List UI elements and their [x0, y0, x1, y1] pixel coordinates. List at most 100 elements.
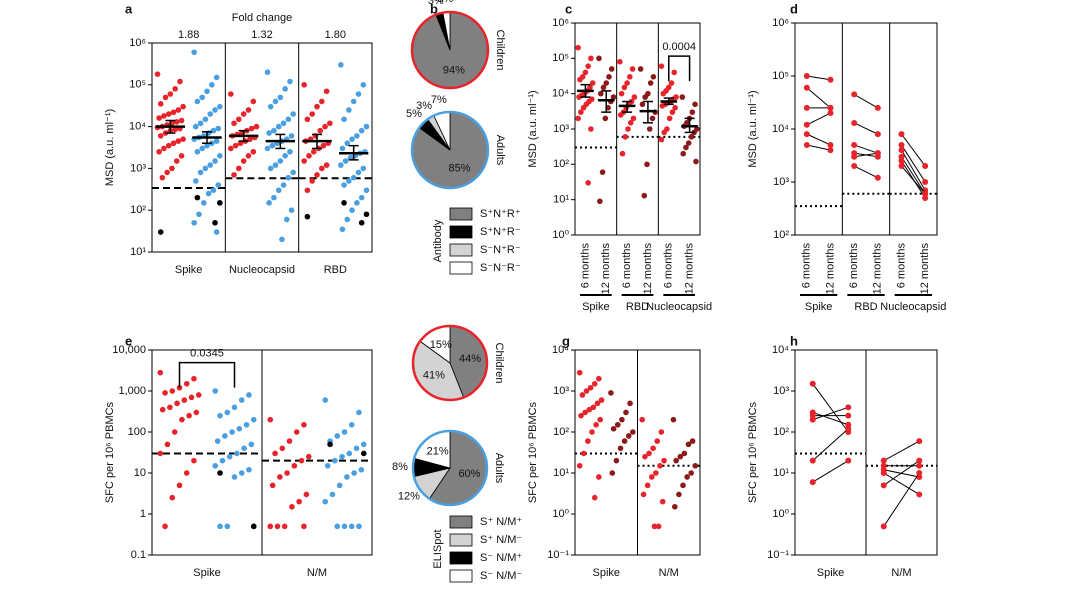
- data-point: [186, 412, 192, 419]
- pair-line: [812, 411, 849, 426]
- data-point: [301, 523, 307, 530]
- pair-line: [883, 460, 920, 486]
- x-tick-label: 6 months: [895, 243, 907, 289]
- pair-line: [901, 165, 926, 195]
- data-point: [205, 190, 212, 197]
- pair-line: [853, 122, 879, 135]
- data-point: [874, 104, 881, 111]
- data-point: [608, 66, 615, 72]
- x-tick-label: 12 months: [824, 243, 836, 295]
- data-point: [587, 384, 594, 391]
- data-point: [650, 445, 656, 452]
- data-point: [306, 153, 312, 159]
- data-point: [646, 450, 652, 457]
- data-point: [363, 123, 370, 130]
- header: Fold change: [232, 12, 293, 24]
- group-label: Nucleocapsid: [646, 301, 712, 313]
- data-point: [285, 116, 292, 123]
- data-point: [629, 66, 636, 72]
- data-point: [301, 421, 307, 428]
- data-point: [197, 169, 204, 176]
- data-point: [243, 421, 250, 428]
- data-point: [644, 482, 651, 489]
- data-point: [200, 200, 207, 206]
- fold-change: 1.88: [178, 29, 199, 41]
- y-axis-label: SFC per 10⁶ PBMCs: [527, 401, 539, 503]
- data-point: [229, 429, 235, 435]
- y-tick-label: 10⁴: [552, 88, 569, 100]
- slice-label: 85%: [448, 163, 470, 175]
- y-axis-label: SFC per 10⁶ PBMCs: [104, 401, 116, 503]
- data-point: [167, 404, 173, 411]
- pair-line: [806, 133, 831, 146]
- data-point: [684, 474, 690, 480]
- data-point: [228, 91, 234, 97]
- legend-label: S⁺ N/M⁺: [480, 516, 522, 528]
- slice-label: 44%: [459, 353, 481, 365]
- data-point: [191, 49, 197, 56]
- data-point: [582, 409, 588, 416]
- data-point: [631, 94, 638, 100]
- data-point: [269, 482, 276, 489]
- y-tick-label: 1,000: [118, 385, 146, 397]
- data-point: [642, 453, 648, 460]
- y-tick-label: 10⁻¹: [547, 549, 569, 561]
- data-point: [339, 226, 346, 233]
- y-tick-label: 10²: [773, 426, 789, 438]
- y-tick-label: 100: [128, 426, 146, 438]
- data-point: [598, 397, 605, 403]
- data-point: [922, 190, 929, 197]
- data-point: [304, 187, 311, 194]
- data-point: [599, 169, 606, 175]
- data-point: [809, 457, 816, 464]
- data-point: [619, 416, 625, 423]
- data-point: [341, 182, 347, 188]
- data-point: [157, 101, 164, 107]
- data-point: [314, 103, 320, 110]
- data-point: [266, 200, 272, 206]
- data-point: [922, 179, 929, 185]
- data-point: [639, 101, 646, 108]
- y-tick-label: 10¹: [553, 194, 569, 206]
- legend-swatch: [449, 243, 473, 257]
- data-point: [336, 482, 343, 489]
- group-label: N/M: [307, 567, 327, 579]
- data-point: [214, 438, 221, 444]
- data-point: [353, 445, 360, 452]
- y-tick-label: 10²: [553, 158, 569, 170]
- data-point: [238, 470, 245, 476]
- fold-change: 1.80: [325, 29, 346, 41]
- pair-line: [806, 87, 831, 109]
- data-point: [685, 441, 692, 448]
- data-point: [267, 523, 274, 530]
- pair-line: [812, 428, 849, 462]
- data-point: [322, 397, 329, 403]
- data-point: [171, 429, 178, 435]
- data-point: [348, 523, 355, 530]
- data-point: [217, 103, 223, 110]
- data-point: [610, 425, 617, 432]
- data-point: [236, 165, 242, 172]
- data-point: [267, 103, 274, 110]
- data-point: [659, 498, 666, 505]
- data-point: [217, 153, 223, 159]
- data-point: [354, 133, 360, 139]
- data-point: [845, 412, 852, 419]
- group-label: Spike: [175, 264, 203, 276]
- data-point: [613, 457, 620, 464]
- data-point: [288, 133, 295, 139]
- group-label: Spike: [582, 301, 610, 313]
- data-point: [349, 136, 355, 142]
- outlier-point: [157, 229, 164, 235]
- data-point: [692, 462, 699, 469]
- data-point: [215, 182, 222, 188]
- data-point: [356, 409, 362, 416]
- data-point: [298, 457, 305, 464]
- y-tick-label: 10¹: [773, 467, 789, 479]
- pair-line: [883, 440, 920, 462]
- data-point: [677, 453, 684, 460]
- legend-swatch: [449, 207, 473, 221]
- data-point: [236, 116, 242, 123]
- data-point: [317, 127, 324, 134]
